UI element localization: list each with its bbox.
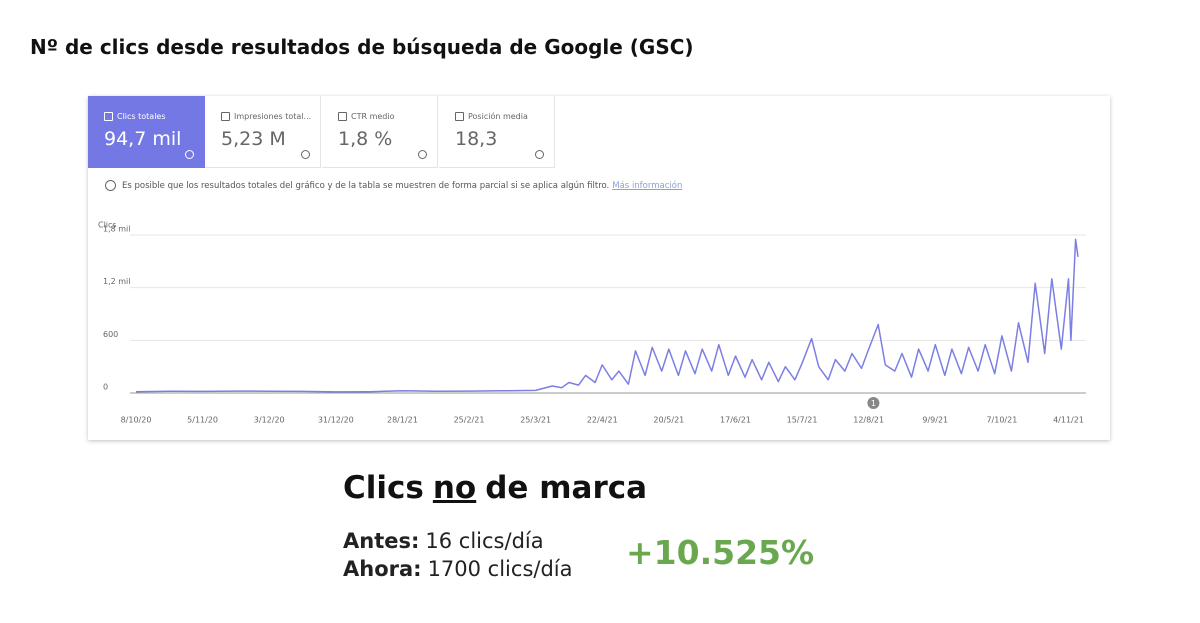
y-tick-label: 600 <box>103 330 118 339</box>
summary-heading: Clics no de marca <box>343 470 656 506</box>
x-tick-label: 25/2/21 <box>454 416 485 425</box>
checkbox <box>455 112 464 121</box>
checkbox <box>104 112 113 121</box>
y-tick-label: 0 <box>103 383 108 392</box>
checkbox <box>338 112 347 121</box>
x-tick-label: 17/6/21 <box>720 416 751 425</box>
row-label: Ahora: <box>343 557 422 581</box>
metric-card: Clics totales 94,7 mil <box>88 96 205 168</box>
card-label: Impresiones total... <box>234 112 312 121</box>
notice: Es posible que los resultados totales de… <box>122 181 682 191</box>
x-tick-label: 15/7/21 <box>787 416 818 425</box>
metric-card: Impresiones total... 5,23 M <box>205 96 321 168</box>
y-tick-label: 1,2 mil <box>103 277 131 286</box>
card-value: 5,23 M <box>221 128 286 150</box>
row-label: Antes: <box>343 529 420 553</box>
row-text: 1700 clics/día <box>427 557 573 581</box>
card-value: 1,8 % <box>338 128 393 150</box>
x-tick-label: 9/9/21 <box>922 416 948 425</box>
card-label: CTR medio <box>351 112 395 121</box>
x-tick-label: 20/5/21 <box>653 416 684 425</box>
x-tick-label: 7/10/21 <box>986 416 1017 425</box>
x-tick-label: 12/8/21 <box>853 416 884 425</box>
x-tick-label: 28/1/21 <box>387 416 418 425</box>
y-tick-label: 1,8 mil <box>103 225 131 234</box>
card-label: Clics totales <box>117 112 166 121</box>
x-tick-label: 4/11/21 <box>1053 416 1084 425</box>
change: +10.525% <box>626 533 815 572</box>
checkbox <box>221 112 230 121</box>
heading-part: no <box>432 470 477 506</box>
card-value: 94,7 mil <box>104 128 182 150</box>
help-icon <box>301 150 310 159</box>
summary-row: Antes: 16 clics/día <box>343 529 544 553</box>
y-axis-label: Clics <box>98 221 117 230</box>
annotation-marker <box>867 397 880 409</box>
annotation-label: 1 <box>871 399 876 408</box>
page-title: Nº de clics desde resultados de búsqueda… <box>30 35 694 59</box>
x-tick-label: 3/12/20 <box>254 416 285 425</box>
notice-link[interactable]: Más información <box>612 181 683 191</box>
help-icon <box>185 150 194 159</box>
x-tick-label: 25/3/21 <box>520 416 551 425</box>
metric-card: Posición media 18,3 <box>439 96 555 168</box>
metric-card: CTR medio 1,8 % <box>322 96 438 168</box>
x-tick-label: 31/12/20 <box>318 416 354 425</box>
card-value: 18,3 <box>455 128 498 150</box>
heading-part: de marca <box>485 470 648 506</box>
summary-row: Ahora: 1700 clics/día <box>343 557 573 581</box>
x-tick-label: 22/4/21 <box>587 416 618 425</box>
notice-text: Es posible que los resultados totales de… <box>122 181 610 191</box>
row-text: 16 clics/día <box>425 529 544 553</box>
gsc-panel: Clics totales 94,7 mil Impresiones total..… <box>88 96 1110 440</box>
help-icon <box>418 150 427 159</box>
heading-part: Clics <box>343 470 424 506</box>
x-tick-label: 8/10/20 <box>121 416 152 425</box>
x-tick-label: 5/11/20 <box>187 416 218 425</box>
card-label: Posición media <box>468 112 528 121</box>
line-series <box>135 238 1079 393</box>
help-icon <box>535 150 544 159</box>
info-icon <box>105 180 116 191</box>
